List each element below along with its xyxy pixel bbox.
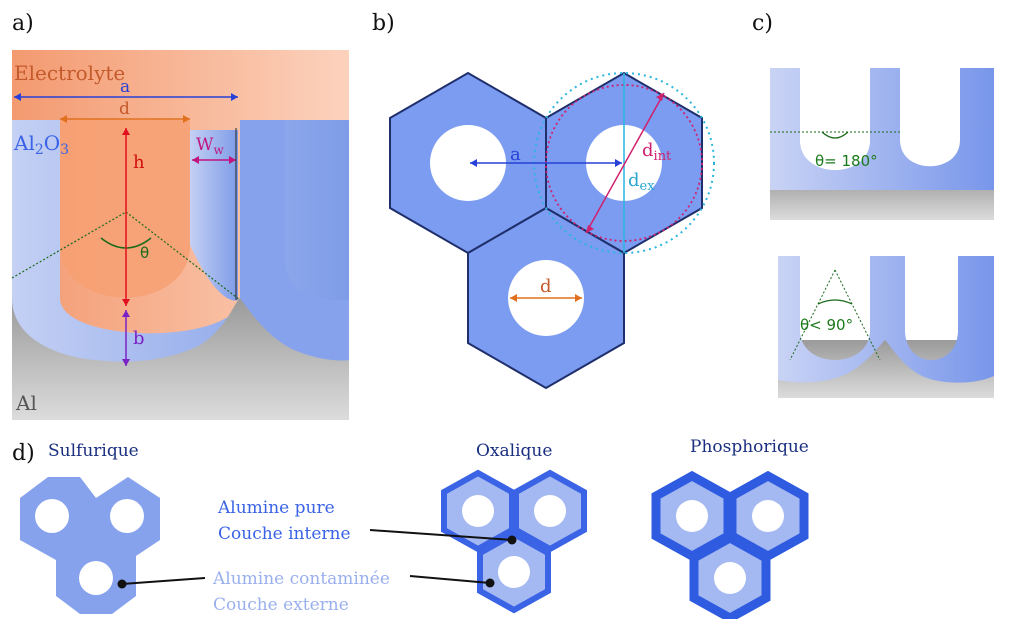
angle-label-90: θ< 90° [800,316,853,334]
sulfurique-cluster [20,477,160,614]
inner-layer-label-2: Couche interne [218,524,351,544]
outer-layer-label-1: Alumine contaminée [212,569,390,589]
angle-arc-180 [821,131,849,139]
panel-b-dex-label: dex [628,170,655,194]
metal-label: Al [15,391,37,415]
phosphorique-pore-2 [752,500,784,532]
inner-layer-pointer [369,529,513,541]
phosphorique-title: Phosphorique [690,437,809,457]
panel-b-d-label: d [540,276,552,297]
pore-electrolyte [60,120,190,298]
electrolyte-label: Electrolyte [14,61,125,85]
adjacent-oxide [240,120,349,361]
panel-b-hexagons [389,71,715,390]
panel-b-dint-label: dint [642,140,672,164]
sulfurique-pore-1 [35,499,69,533]
pore-wall [190,130,238,301]
outer-layer-pointer-dot-left [117,579,127,589]
panel-c-bottom [778,256,994,398]
angle-label-180: θ= 180° [815,152,878,170]
panel-c-top [770,68,994,220]
dint-line [585,92,665,234]
oxalique-title: Oxalique [476,441,552,461]
oxide-label: Al2O3 [13,131,69,158]
phosphorique-cluster [651,470,809,619]
outer-layer-pointer-left [121,577,206,585]
oxide-bottom [778,256,994,383]
outer-layer-pointer-dot-right [485,578,495,588]
phosphorique-pore-3 [714,562,746,594]
theta-label: θ [140,244,149,262]
angle-line-90-right [834,269,881,361]
dim-ww-label: Ww [196,135,224,157]
pore-left [430,125,506,201]
inner-layer-pointer-dot [507,535,517,545]
outer-layer-pointer-right [409,575,491,584]
sulfurique-pore-2 [110,499,144,533]
angle-line-90-left [789,269,836,361]
theta-line-left [11,211,127,279]
sulfurique-pore-3 [79,561,113,595]
outer-layer-label-2: Couche externe [213,595,349,615]
dim-d-label: d [119,99,130,119]
panel-b-a-label: a [510,144,521,165]
theta-line-right [125,211,241,301]
oxalique-cluster [441,469,587,614]
sulfurique-title: Sulfurique [48,441,139,461]
panel-c-letter: c) [752,11,773,36]
dim-h-label: h [133,152,145,173]
dim-a-label: a [120,77,130,97]
panel-d-letter: d) [12,441,35,466]
panel-b-letter: b) [372,11,395,36]
dim-b-label: b [133,328,145,349]
oxalique-pore-2 [534,495,566,527]
aluminium-substrate [12,298,349,420]
angle-arc-90 [817,299,853,305]
oxalique-pore-1 [462,495,494,527]
oxalique-pore-3 [498,556,530,588]
inner-layer-label-1: Alumine pure [217,498,335,518]
phosphorique-pore-1 [676,500,708,532]
pore-top [800,132,870,170]
panel-a-letter: a) [12,11,34,36]
oxide-top [770,68,994,190]
